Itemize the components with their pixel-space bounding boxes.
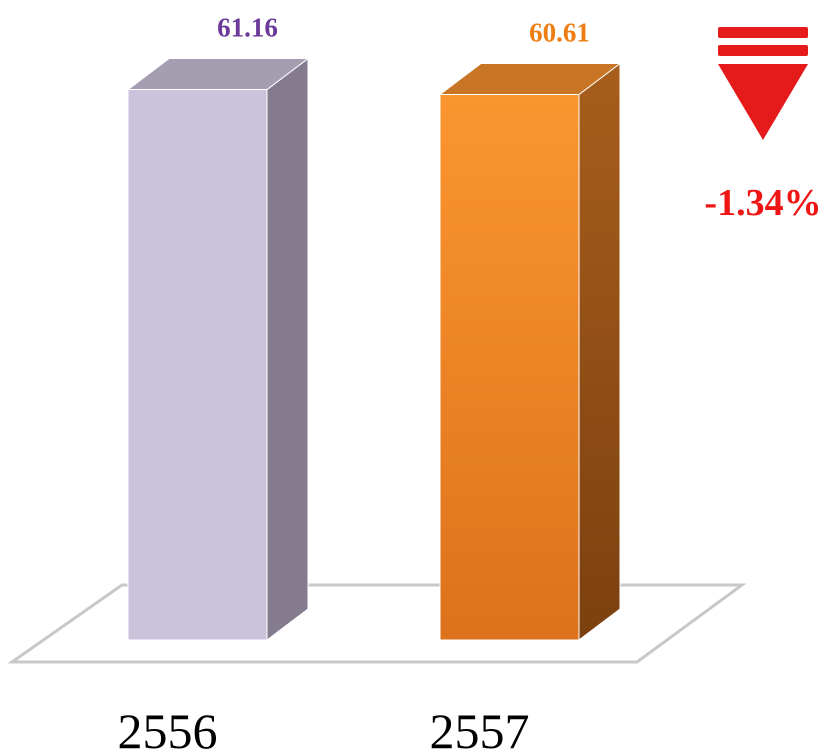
value-label: 61.16 [217, 13, 278, 43]
change-annotation: -1.34% [704, 182, 821, 224]
bar-side [578, 62, 621, 642]
bars [126, 57, 622, 642]
bar [439, 94, 580, 641]
bar [127, 89, 268, 641]
bar-side [266, 57, 309, 642]
value-label: 60.61 [529, 18, 590, 48]
floor [7, 583, 747, 664]
x-tick-label: 2557 [430, 703, 530, 752]
down-arrow-icon [718, 27, 808, 140]
x-tick-label: 2556 [118, 703, 218, 752]
